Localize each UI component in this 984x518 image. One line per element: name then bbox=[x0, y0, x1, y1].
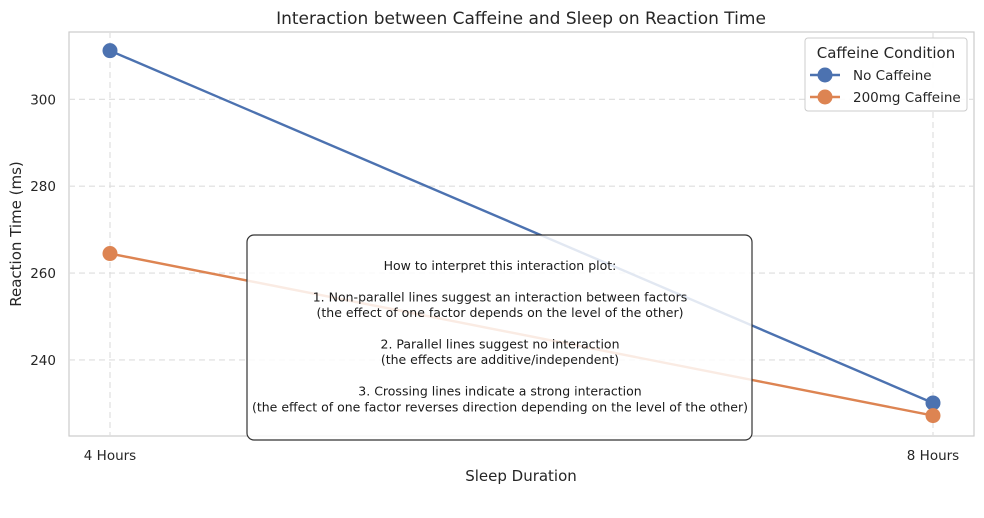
legend-title: Caffeine Condition bbox=[817, 44, 955, 62]
data-point bbox=[925, 408, 941, 424]
x-tick-label: 4 Hours bbox=[84, 448, 136, 464]
y-tick-label: 280 bbox=[30, 179, 56, 195]
interpretation-note-line: (the effect of one factor reverses direc… bbox=[252, 399, 748, 414]
data-point bbox=[102, 246, 118, 262]
legend-box bbox=[804, 37, 968, 112]
y-tick-labels: 240 260 280 300 bbox=[30, 92, 56, 369]
interpretation-note-line: (the effects are additive/independent) bbox=[381, 352, 619, 367]
y-tick-label: 240 bbox=[30, 353, 56, 369]
interpretation-note-lines: How to interpret this interaction plot: 1… bbox=[252, 258, 748, 414]
interpretation-note-line: How to interpret this interaction plot: bbox=[384, 258, 617, 273]
interpretation-note-line: (the effect of one factor depends on the… bbox=[317, 305, 684, 320]
interpretation-note-line: 2. Parallel lines suggest no interaction bbox=[381, 337, 620, 352]
legend-items: No Caffeine 200mg Caffeine bbox=[810, 67, 961, 106]
x-tick-labels: 4 Hours 8 Hours bbox=[84, 448, 959, 464]
interpretation-note-box bbox=[246, 234, 753, 441]
data-point bbox=[925, 395, 941, 411]
y-tick-label: 300 bbox=[30, 92, 56, 108]
interpretation-note: How to interpret this interaction plot: 1… bbox=[246, 234, 753, 441]
legend-marker bbox=[817, 89, 833, 105]
legend-label: 200mg Caffeine bbox=[853, 90, 961, 106]
chart-title: Interaction between Caffeine and Sleep o… bbox=[276, 9, 766, 29]
data-point bbox=[102, 43, 118, 59]
interpretation-note-line: 1. Non-parallel lines suggest an interac… bbox=[313, 289, 688, 304]
interpretation-note-line: 3. Crossing lines indicate a strong inte… bbox=[358, 384, 641, 399]
y-tick-label: 260 bbox=[30, 266, 56, 282]
legend-label: No Caffeine bbox=[853, 68, 932, 84]
legend: Caffeine Condition No Caffeine 200mg Caff… bbox=[804, 37, 968, 112]
y-axis-label: Reaction Time (ms) bbox=[7, 161, 25, 307]
legend-marker bbox=[817, 67, 833, 83]
x-axis-label: Sleep Duration bbox=[465, 467, 577, 485]
series-line bbox=[109, 49, 934, 405]
x-tick-label: 8 Hours bbox=[907, 448, 959, 464]
